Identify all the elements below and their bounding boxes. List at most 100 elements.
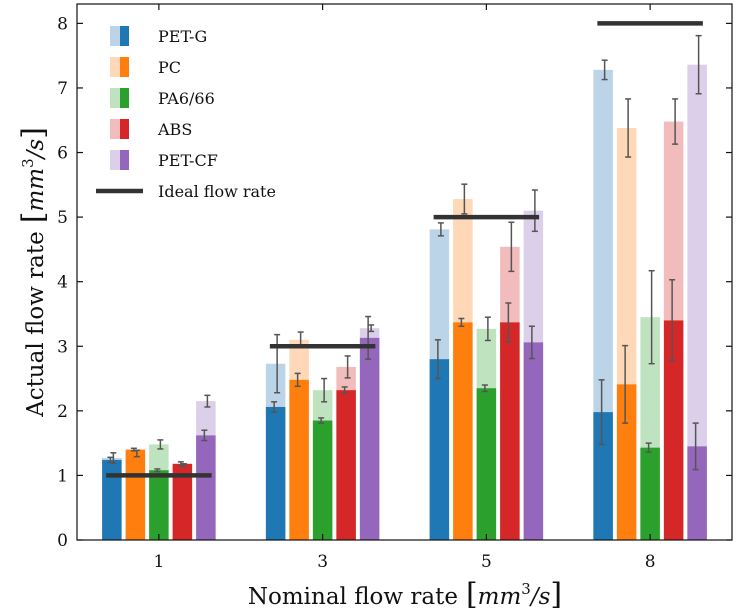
x-tick-label: 8 <box>645 552 656 572</box>
error-bar-PA6/66-light-1 <box>157 439 164 450</box>
error-bar-PA6/66-8 <box>645 442 652 453</box>
error-bar-PC-5 <box>458 317 465 327</box>
x-axis-title: Nominal flow rate [mm3/s] <box>248 577 562 612</box>
error-bar-PET-G-light-5 <box>437 222 444 237</box>
error-bar-PA6/66-5 <box>481 384 488 393</box>
error-bar-PET-CF-light-5 <box>531 189 538 233</box>
x-tick-label: 5 <box>481 552 492 572</box>
legend-swatch <box>120 88 129 108</box>
plot-frame <box>76 3 733 541</box>
error-bar-PET-CF-light-1 <box>204 394 211 408</box>
error-bar-ABS-light-3 <box>344 355 351 379</box>
error-bar-PC-3 <box>294 372 301 388</box>
bar-PET-G-1 <box>102 459 122 540</box>
legend-swatch-light <box>110 57 120 77</box>
bar-PET-CF-light-8 <box>687 64 707 540</box>
y-tick-label: 7 <box>57 79 68 99</box>
y-tick-label: 1 <box>57 466 68 486</box>
y-axis-title: Actual flow rate [mm3/s] <box>16 127 51 418</box>
legend-label: PA6/66 <box>158 89 215 108</box>
bar-ABS-5 <box>500 322 520 540</box>
y-axis-title-unit-exponent: 3 <box>19 158 37 168</box>
ideal-lines-layer <box>106 21 703 478</box>
x-axis-title-unit-denominator: /s <box>529 584 551 610</box>
legend-swatch-light <box>110 150 120 170</box>
error-bar-PC-8 <box>622 344 629 424</box>
y-tick-label: 5 <box>57 208 68 228</box>
legend-swatch-light <box>110 88 120 108</box>
bar-PC-3 <box>289 379 309 540</box>
legend-label: ABS <box>157 120 192 139</box>
error-bar-PET-G-3 <box>271 401 278 413</box>
legend-item-ABS: ABS <box>110 119 192 139</box>
error-bar-PET-CF-8 <box>692 422 699 471</box>
legend-item-PA6/66: PA6/66 <box>110 88 215 108</box>
bar-PET-G-3 <box>265 406 286 540</box>
error-bar-PET-CF-light-8 <box>695 34 702 95</box>
y-axis-title-text: Actual flow rate <box>23 231 49 418</box>
error-bar-PET-CF-3 <box>365 315 372 360</box>
y-tick-label: 0 <box>57 531 68 551</box>
error-bar-PET-G-8 <box>598 379 605 446</box>
error-bar-PA6/66-light-3 <box>321 377 328 403</box>
legend-item-PET-CF: PET-CF <box>110 150 218 170</box>
y-axis-title-bracket-close: ] <box>16 127 51 139</box>
error-bar-PA6/66-light-8 <box>648 269 655 365</box>
axes-layer: 0 1 2 3 4 5 6 7 8 1 3 5 8 <box>57 3 733 572</box>
legend-swatch-light <box>110 119 120 139</box>
bar-PA6/66-5 <box>476 388 497 540</box>
bar-ABS-8 <box>663 320 684 540</box>
bar-PET-CF-3 <box>359 337 380 540</box>
bar-PET-CF-1 <box>196 435 216 540</box>
x-tick-label: 1 <box>153 552 164 572</box>
bar-PET-G-8 <box>593 412 613 540</box>
x-axis-title-bracket-close: ] <box>550 577 562 612</box>
y-axis-title-unit: mm <box>23 168 49 212</box>
y-tick-label: 6 <box>57 144 68 164</box>
bar-PA6/66-8 <box>640 447 660 540</box>
y-tick-label: 4 <box>57 273 68 293</box>
x-axis-title-unit: mm <box>478 584 522 610</box>
axis-titles: Nominal flow rate [mm3/s]Actual flow rate… <box>16 127 562 612</box>
legend-swatch <box>120 150 129 170</box>
bar-PET-CF-5 <box>523 342 544 540</box>
error-bar-PET-G-1 <box>107 456 114 464</box>
x-axis-title-unit-exponent: 3 <box>521 580 531 598</box>
bar-ABS-1 <box>172 463 193 540</box>
bars-layer <box>102 34 707 541</box>
y-tick-label: 8 <box>57 14 68 34</box>
legend-swatch <box>120 119 129 139</box>
error-bar-PET-G-5 <box>434 339 441 380</box>
bar-PC-5 <box>453 322 473 540</box>
legend-label: Ideal flow rate <box>158 182 276 201</box>
legend-swatch-light <box>110 26 120 46</box>
y-tick-label: 2 <box>57 402 68 422</box>
legend-label: PC <box>158 58 181 77</box>
bar-PET-G-5 <box>429 359 450 540</box>
error-bar-PET-CF-1 <box>201 429 208 442</box>
error-bar-PC-1 <box>130 447 137 452</box>
legend-swatch <box>120 26 129 46</box>
x-axis-title-bracket-open: [ <box>466 577 478 612</box>
legend-label: PET-CF <box>158 151 218 170</box>
x-axis-title-text: Nominal flow rate <box>248 584 458 610</box>
error-bar-ABS-8 <box>669 278 676 362</box>
bar-ABS-3 <box>336 390 356 540</box>
y-tick-label: 3 <box>57 337 68 357</box>
error-bar-PC-light-8 <box>625 98 632 158</box>
error-bar-PC-light-5 <box>461 183 468 215</box>
bar-PET-CF-8 <box>687 446 707 540</box>
error-bar-PET-G-light-8 <box>601 59 608 81</box>
error-bar-PA6/66-1 <box>154 468 161 473</box>
error-bar-ABS-5 <box>505 302 512 343</box>
legend-item-PET-G: PET-G <box>110 26 207 46</box>
error-bar-PA6/66-light-5 <box>484 316 491 342</box>
legend-item-PC: PC <box>110 57 181 77</box>
error-bar-ABS-3 <box>341 386 348 395</box>
bar-PC-1 <box>125 449 146 540</box>
error-bar-PET-CF-5 <box>528 325 535 360</box>
error-bar-ABS-light-5 <box>508 221 515 273</box>
error-bar-ABS-light-8 <box>672 98 679 145</box>
bar-PA6/66-3 <box>312 420 333 540</box>
